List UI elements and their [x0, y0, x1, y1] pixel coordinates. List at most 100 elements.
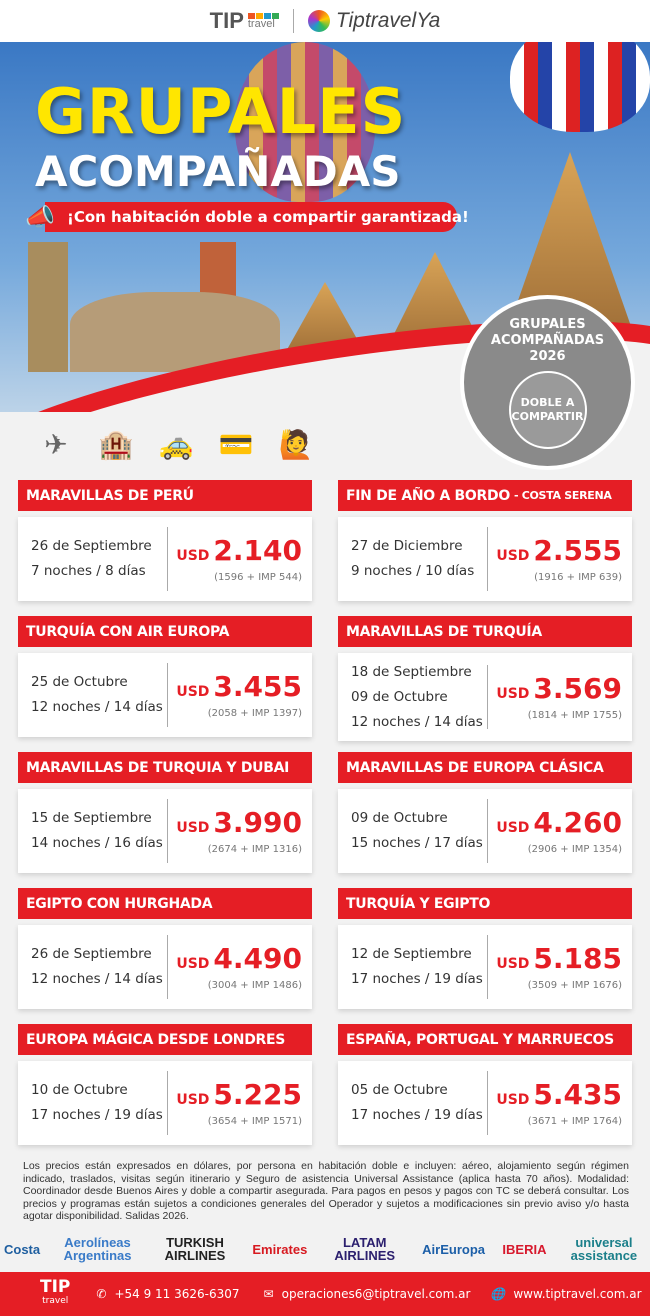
- trip-row: MARAVILLAS DE TURQUIA Y DUBAI 15 de Sept…: [18, 752, 632, 888]
- badge-center-text: DOBLE A COMPARTIR: [508, 370, 587, 449]
- trip-date: 10 de Octubre: [31, 1082, 128, 1098]
- logo-text: TIP: [209, 8, 244, 33]
- trip-title-text: MARAVILLAS DE EUROPA CLÁSICA: [346, 759, 604, 776]
- trip-card[interactable]: EUROPA MÁGICA DESDE LONDRES 10 de Octubr…: [18, 1024, 312, 1160]
- price-value: 5.185: [533, 942, 622, 975]
- trip-duration: 12 noches / 14 días: [31, 971, 163, 987]
- trip-date: 09 de Octubre: [351, 688, 448, 705]
- trip-title-text: EGIPTO CON HURGHADA: [26, 895, 213, 912]
- trip-title: TURQUÍA Y EGIPTO: [338, 888, 632, 919]
- currency: USD: [496, 820, 530, 836]
- trip-date: 12 de Septiembre: [351, 946, 472, 962]
- tagline-banner: 📣 ¡Con habitación doble a compartir garan…: [25, 202, 469, 232]
- price-value: 5.435: [533, 1078, 622, 1111]
- trip-details: 26 de Septiembre 7 noches / 8 días USD 2.1…: [18, 517, 312, 601]
- partner-logos: Costa Aerolíneas Argentinas TURKISH AIRLIN…: [4, 1236, 644, 1262]
- trip-details: 09 de Octubre 15 noches / 17 días USD 4.26…: [338, 789, 632, 873]
- trip-duration: 14 noches / 16 días: [31, 835, 163, 851]
- price-breakdown: (1814 + IMP 1755): [527, 710, 622, 721]
- trip-card[interactable]: MARAVILLAS DE TURQUÍA 18 de Septiembre 09…: [338, 616, 632, 752]
- trips-grid: MARAVILLAS DE PERÚ 26 de Septiembre 7 noc…: [18, 480, 632, 1160]
- trip-title-text: MARAVILLAS DE PERÚ: [26, 487, 194, 504]
- email-text: operaciones6@tiptravel.com.ar: [281, 1287, 471, 1301]
- currency: USD: [496, 686, 530, 702]
- trip-duration: 17 noches / 19 días: [351, 971, 483, 987]
- trip-date: 15 de Septiembre: [31, 810, 152, 826]
- logo-text-2: TiptravelYa: [335, 9, 441, 32]
- partner-logo: universal assistance: [570, 1235, 638, 1263]
- price-breakdown: (2674 + IMP 1316): [207, 844, 302, 855]
- mail-icon: ✉: [263, 1287, 274, 1301]
- trip-title-text: MARAVILLAS DE TURQUÍA: [346, 623, 542, 640]
- currency: USD: [176, 956, 210, 972]
- megaphone-icon: 📣: [25, 203, 55, 231]
- phone-link[interactable]: ✆ +54 9 11 3626-6307: [96, 1287, 239, 1301]
- trip-card[interactable]: MARAVILLAS DE EUROPA CLÁSICA 09 de Octub…: [338, 752, 632, 888]
- trip-row: MARAVILLAS DE PERÚ 26 de Septiembre 7 noc…: [18, 480, 632, 616]
- plane-icon: ✈: [44, 428, 68, 461]
- trip-details: 26 de Septiembre 12 noches / 14 días USD 4…: [18, 925, 312, 1009]
- currency: USD: [176, 548, 210, 564]
- trip-info: 18 de Septiembre 09 de Octubre 12 noches /…: [351, 660, 487, 735]
- footer-logo-subtext: travel: [42, 1296, 69, 1306]
- web-text: www.tiptravel.com.ar: [513, 1287, 642, 1301]
- trip-card[interactable]: TURQUÍA Y EGIPTO 12 de Septiembre 17 noch…: [338, 888, 632, 1024]
- trip-title: TURQUÍA CON AIR EUROPA: [18, 616, 312, 647]
- trip-info: 15 de Septiembre 14 noches / 16 días: [31, 806, 167, 856]
- partner-logo: LATAM AIRLINES: [334, 1235, 396, 1263]
- trip-title: ESPAÑA, PORTUGAL Y MARRUECOS: [338, 1024, 632, 1055]
- price-value: 4.490: [213, 942, 302, 975]
- big-ben-image: [28, 242, 68, 372]
- whatsapp-icon: ✆: [96, 1287, 107, 1301]
- hero-title: GRUPALES: [35, 75, 407, 148]
- trip-card[interactable]: MARAVILLAS DE PERÚ 26 de Septiembre 7 noc…: [18, 480, 312, 616]
- trip-info: 12 de Septiembre 17 noches / 19 días: [351, 942, 487, 992]
- trip-info: 27 de Diciembre 9 noches / 10 días: [351, 534, 487, 584]
- trip-duration: 12 noches / 14 días: [351, 713, 483, 730]
- price-value: 4.260: [533, 806, 622, 839]
- trip-title-text: MARAVILLAS DE TURQUIA Y DUBAI: [26, 759, 290, 776]
- trip-title: MARAVILLAS DE PERÚ: [18, 480, 312, 511]
- partner-logo: Emirates: [252, 1241, 308, 1257]
- hero-subtitle: ACOMPAÑADAS: [35, 147, 401, 196]
- balloon-image: [235, 42, 375, 202]
- trip-title-text: TURQUÍA CON AIR EUROPA: [26, 623, 230, 640]
- legal-text: Los precios están expresados en dólares,…: [23, 1160, 629, 1222]
- globe-icon: 🌐: [490, 1287, 506, 1301]
- tagline-text: ¡Con habitación doble a compartir garant…: [67, 208, 469, 226]
- trip-card[interactable]: MARAVILLAS DE TURQUIA Y DUBAI 15 de Sept…: [18, 752, 312, 888]
- trip-info: 26 de Septiembre 12 noches / 14 días: [31, 942, 167, 992]
- trip-title: MARAVILLAS DE TURQUÍA: [338, 616, 632, 647]
- trip-price: USD 2.140 (1596 + IMP 544): [167, 527, 312, 591]
- trip-card[interactable]: ESPAÑA, PORTUGAL Y MARRUECOS 05 de Octub…: [338, 1024, 632, 1160]
- web-link[interactable]: 🌐 www.tiptravel.com.ar: [490, 1287, 641, 1301]
- price-breakdown: (2906 + IMP 1354): [527, 844, 622, 855]
- footer-logo-text: TIP: [40, 1277, 71, 1297]
- trip-date: 18 de Septiembre: [351, 663, 472, 680]
- trip-duration: 9 noches / 10 días: [351, 563, 475, 579]
- trip-info: 05 de Octubre 17 noches / 19 días: [351, 1078, 487, 1128]
- trip-title: FIN DE AÑO A BORDO - COSTA SERENA: [338, 480, 632, 511]
- trip-row: EUROPA MÁGICA DESDE LONDRES 10 de Octubr…: [18, 1024, 632, 1160]
- currency: USD: [176, 684, 210, 700]
- trip-details: 27 de Diciembre 9 noches / 10 días USD 2.5…: [338, 517, 632, 601]
- trip-card[interactable]: FIN DE AÑO A BORDO - COSTA SERENA 27 de D…: [338, 480, 632, 616]
- trip-date: 09 de Octubre: [351, 810, 448, 826]
- trip-price: USD 3.990 (2674 + IMP 1316): [167, 799, 312, 863]
- trip-card[interactable]: EGIPTO CON HURGHADA 26 de Septiembre 12 n…: [18, 888, 312, 1024]
- trip-details: 25 de Octubre 12 noches / 14 días USD 3.45…: [18, 653, 312, 737]
- trip-title-text: FIN DE AÑO A BORDO: [346, 487, 510, 504]
- trip-date: 25 de Octubre: [31, 674, 128, 690]
- partner-logo: Aerolíneas Argentinas: [63, 1235, 132, 1263]
- trip-card[interactable]: TURQUÍA CON AIR EUROPA 25 de Octubre 12 n…: [18, 616, 312, 752]
- trip-details: 10 de Octubre 17 noches / 19 días USD 5.22…: [18, 1061, 312, 1145]
- trip-title: EUROPA MÁGICA DESDE LONDRES: [18, 1024, 312, 1055]
- trip-duration: 7 noches / 8 días: [31, 563, 146, 579]
- trip-price: USD 4.490 (3004 + IMP 1486): [167, 935, 312, 999]
- currency: USD: [496, 548, 530, 564]
- currency: USD: [176, 820, 210, 836]
- trip-duration: 15 noches / 17 días: [351, 835, 483, 851]
- ring-icon: [307, 10, 330, 32]
- email-link[interactable]: ✉ operaciones6@tiptravel.com.ar: [264, 1287, 471, 1301]
- badge-arc-text: GRUPALES ACOMPAÑADAS 2026: [490, 316, 605, 364]
